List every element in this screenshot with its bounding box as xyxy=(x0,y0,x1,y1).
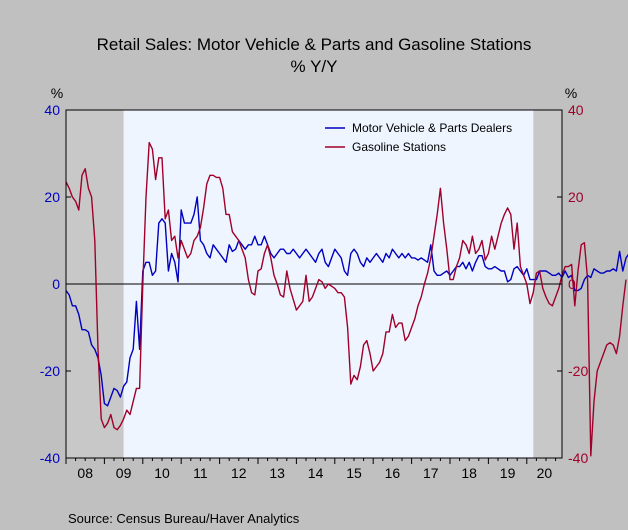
source-note: Source: Census Bureau/Haver Analytics xyxy=(68,511,300,526)
legend-label-gas: Gasoline Stations xyxy=(352,140,446,154)
legend-label-motor: Motor Vehicle & Parts Dealers xyxy=(352,121,512,135)
x-tick-label: 17 xyxy=(423,465,439,481)
series-line-motor xyxy=(65,196,628,407)
legend: Motor Vehicle & Parts Dealers Gasoline S… xyxy=(325,121,512,154)
right-axis-unit: % xyxy=(565,85,577,101)
left-tick-label: -40 xyxy=(40,450,60,466)
x-tick-label: 16 xyxy=(385,465,401,481)
x-tick-label: 09 xyxy=(116,465,132,481)
x-tick-label: 19 xyxy=(500,465,516,481)
x-tick-label: 10 xyxy=(154,465,170,481)
series-line-gas xyxy=(65,141,627,457)
right-tick-label: 0 xyxy=(568,276,576,292)
x-axis: 08 09 10 11 12 13 14 15 16 17 18 19 20 xyxy=(65,458,557,481)
right-tick-label: 40 xyxy=(568,102,584,118)
right-y-axis: -40 -20 0 20 40 xyxy=(557,102,588,466)
x-tick-label: 13 xyxy=(269,465,285,481)
x-tick-label: 08 xyxy=(77,465,93,481)
left-tick-label: -20 xyxy=(40,363,60,379)
x-tick-label: 14 xyxy=(308,465,324,481)
plot-area xyxy=(65,109,628,459)
left-tick-label: 0 xyxy=(52,276,60,292)
right-tick-label: -20 xyxy=(568,363,588,379)
right-tick-label: 20 xyxy=(568,189,584,205)
x-tick-label: 11 xyxy=(193,465,208,481)
left-tick-label: 20 xyxy=(44,189,60,205)
chart-subtitle: % Y/Y xyxy=(291,57,338,76)
chart-title: Retail Sales: Motor Vehicle & Parts and … xyxy=(97,35,532,54)
x-tick-label: 20 xyxy=(537,465,553,481)
right-tick-label: -40 xyxy=(568,450,588,466)
x-tick-label: 12 xyxy=(231,465,247,481)
x-tick-label: 15 xyxy=(346,465,362,481)
left-tick-label: 40 xyxy=(44,102,60,118)
left-y-axis: -40 -20 0 20 40 xyxy=(40,102,71,466)
left-axis-unit: % xyxy=(51,85,63,101)
x-tick-label: 18 xyxy=(461,465,477,481)
